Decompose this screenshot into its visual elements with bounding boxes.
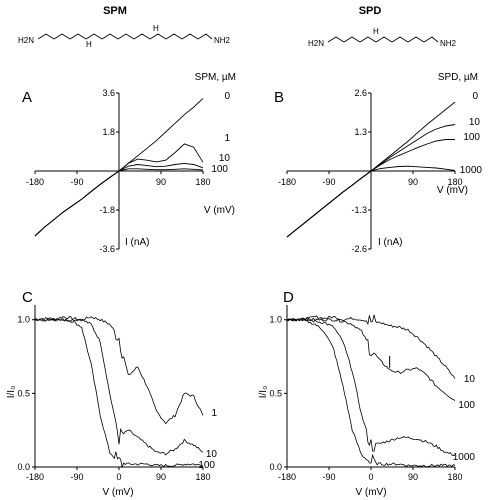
panel-d-xtick-label: 90	[408, 472, 418, 482]
panel-a-ytick-label: 1.8	[102, 127, 115, 137]
panel-d-xtick-label: -90	[322, 472, 335, 482]
panel-b-xtick-label: 90	[408, 177, 418, 187]
panel-a-series-label: 10	[219, 153, 231, 164]
molecule-spd-atom-h2n: H2N	[308, 39, 324, 48]
panel-a-label: A	[22, 89, 32, 106]
molecule-spm-atom-nh-2: H	[153, 24, 159, 33]
panel-d-series-line	[286, 318, 456, 457]
panel-b-xtick-label: -90	[322, 177, 335, 187]
panel-b-series-label: 1000	[460, 165, 483, 176]
panel-a-xtick-label: 90	[156, 177, 166, 187]
panel-d: D V (mV) I/I₀ -180 -90 0 90 180 1.0 0.5 0.0 10 10…	[258, 289, 475, 498]
panel-b-series-label: 10	[469, 117, 481, 128]
panel-c: C V (mV) I/I₀ -180 -90 0 90 180 1.0 0.5 0.0 1 101…	[6, 289, 217, 498]
panel-a-xtick-label: 180	[195, 177, 210, 187]
panel-d-ylabel: I/I₀	[258, 386, 269, 399]
panel-c-series-line	[34, 317, 204, 456]
panel-d-series-line	[286, 318, 456, 468]
panel-b-ytick-label: -2.6	[351, 244, 367, 254]
molecule-spd: SPD H2N H NH2	[308, 5, 457, 48]
panel-d-ytick-label: 0.0	[269, 462, 282, 472]
panel-a-series-line	[34, 168, 204, 237]
panel-a-xtick-label: -90	[70, 177, 83, 187]
panel-b-ylabel: I (nA)	[378, 237, 402, 248]
panel-a-ylabel: I (nA)	[125, 237, 149, 248]
panel-c-series-label: 10	[206, 449, 218, 460]
panel-c-series-line	[34, 318, 204, 469]
panel-c-ytick-label: 1.0	[17, 315, 30, 325]
molecule-spm-atom-nh-1: H	[86, 40, 92, 49]
panel-d-xtick-label: 0	[368, 472, 373, 482]
panel-d-xlabel: V (mV)	[355, 487, 386, 498]
panel-d-ytick-label: 1.0	[269, 315, 282, 325]
panel-c-label: C	[22, 289, 33, 306]
panel-c-ylabel: I/I₀	[6, 386, 17, 399]
panel-c-ytick-label: 0.5	[17, 388, 30, 398]
panel-a-legend-title: SPM, µM	[195, 72, 236, 83]
panel-d-series-line	[286, 316, 456, 402]
panel-c-xlabel: V (mV)	[102, 487, 133, 498]
panel-b-xtick-label: 180	[447, 177, 462, 187]
panel-c-series-label: 100	[198, 460, 215, 471]
panel-d-series-label: 1000	[453, 452, 476, 463]
panel-d-series-label: 10	[464, 374, 476, 385]
panel-a-series-label: 1	[224, 133, 230, 144]
panel-a-xlabel: V (mV)	[204, 205, 235, 216]
panel-b-ytick-label: -1.3	[351, 205, 367, 215]
molecule-spm-atom-nh2: NH2	[214, 36, 231, 45]
molecule-spd-atom-nh: H	[373, 27, 379, 36]
panel-c-series-line	[34, 316, 204, 425]
panel-d-label: D	[283, 289, 294, 306]
molecule-spd-atom-nh2: NH2	[440, 39, 457, 48]
panel-d-xtick-label: -180	[278, 472, 296, 482]
molecule-spd-chain	[327, 36, 439, 43]
panel-a-ytick-label: -1.8	[99, 205, 115, 215]
panel-a-ytick-label: -3.6	[99, 244, 115, 254]
panel-b-series-label: 100	[463, 132, 480, 143]
molecule-spd-title: SPD	[359, 5, 382, 17]
panel-b-ytick-label: 2.6	[354, 88, 367, 98]
panel-d-ytick-label: 0.5	[269, 388, 282, 398]
panel-b-xtick-label: -180	[278, 177, 296, 187]
panel-b-label: B	[274, 89, 284, 106]
panel-c-xtick-label: -90	[70, 472, 83, 482]
panel-c-xtick-label: -180	[26, 472, 44, 482]
panel-b-ytick-label: 1.3	[354, 127, 367, 137]
panel-c-xtick-label: 90	[156, 472, 166, 482]
molecule-spm-atom-h2n: H2N	[18, 36, 34, 45]
panel-b-series-label: 0	[472, 91, 478, 102]
panel-a-series-label: 0	[224, 91, 230, 102]
molecule-spm-chain	[37, 33, 213, 40]
molecule-spm: SPM H2N H H NH2	[18, 5, 231, 49]
panel-b: B SPD, µM V (mV) I (nA) -180 -90 90 180 2.6 1…	[274, 72, 482, 254]
panel-a-xtick-label: -180	[26, 177, 44, 187]
molecule-spm-title: SPM	[103, 5, 127, 17]
panel-b-series-line	[286, 165, 456, 238]
panel-a-series-label: 100	[211, 164, 228, 175]
panel-b-xlabel: V (mV)	[437, 185, 468, 196]
panel-a: A SPM, µM V (mV) I (nA) -180 -90 90 180 3.6 1…	[22, 72, 236, 254]
panel-d-series-line	[286, 314, 456, 379]
panel-c-series-label: 1	[211, 408, 217, 419]
panel-a-ytick-label: 3.6	[102, 88, 115, 98]
panel-b-legend-title: SPD, µM	[438, 72, 478, 83]
panel-c-ytick-label: 0.0	[17, 462, 30, 472]
panel-d-xtick-label: 180	[447, 472, 462, 482]
panel-c-xtick-label: 180	[195, 472, 210, 482]
panel-d-series-label: 100	[458, 400, 475, 411]
panel-c-xtick-label: 0	[116, 472, 121, 482]
